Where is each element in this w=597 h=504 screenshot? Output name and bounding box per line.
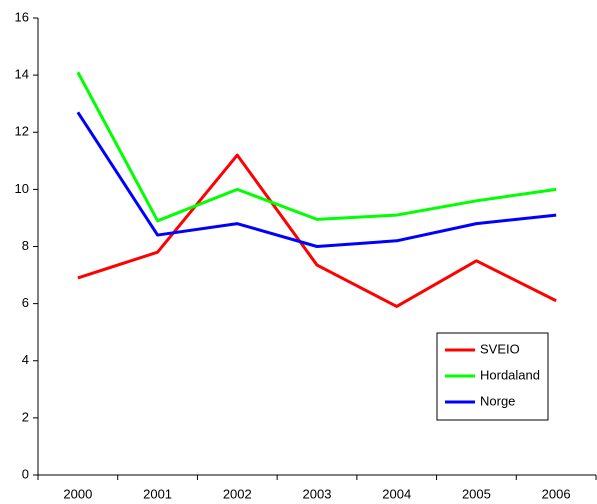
y-tick-label: 8: [22, 238, 29, 253]
y-tick-label: 6: [22, 295, 29, 310]
y-tick-label: 12: [15, 124, 29, 139]
x-tick-label: 2003: [303, 486, 332, 501]
x-tick-label: 2001: [143, 486, 172, 501]
x-tick-label: 2005: [462, 486, 491, 501]
legend: SVEIO Hordaland Norge: [436, 332, 549, 421]
y-tick-label: 14: [15, 67, 29, 82]
legend-label: Norge: [480, 393, 515, 408]
y-tick-label: 2: [22, 409, 29, 424]
y-tick-label: 4: [22, 352, 29, 367]
y-tick-label: 0: [22, 466, 29, 481]
series-line: [76, 111, 557, 248]
y-tick-label: 10: [15, 181, 29, 196]
y-tick-label: 16: [15, 9, 29, 24]
legend-label: Hordaland: [480, 367, 540, 382]
x-tick-label: 2002: [223, 486, 252, 501]
series-line: [76, 71, 557, 223]
legend-label: SVEIO: [480, 341, 520, 356]
x-tick-label: 2006: [542, 486, 571, 501]
x-tick-label: 2000: [63, 486, 92, 501]
series-line: [77, 153, 557, 308]
x-tick-label: 2004: [382, 486, 411, 501]
